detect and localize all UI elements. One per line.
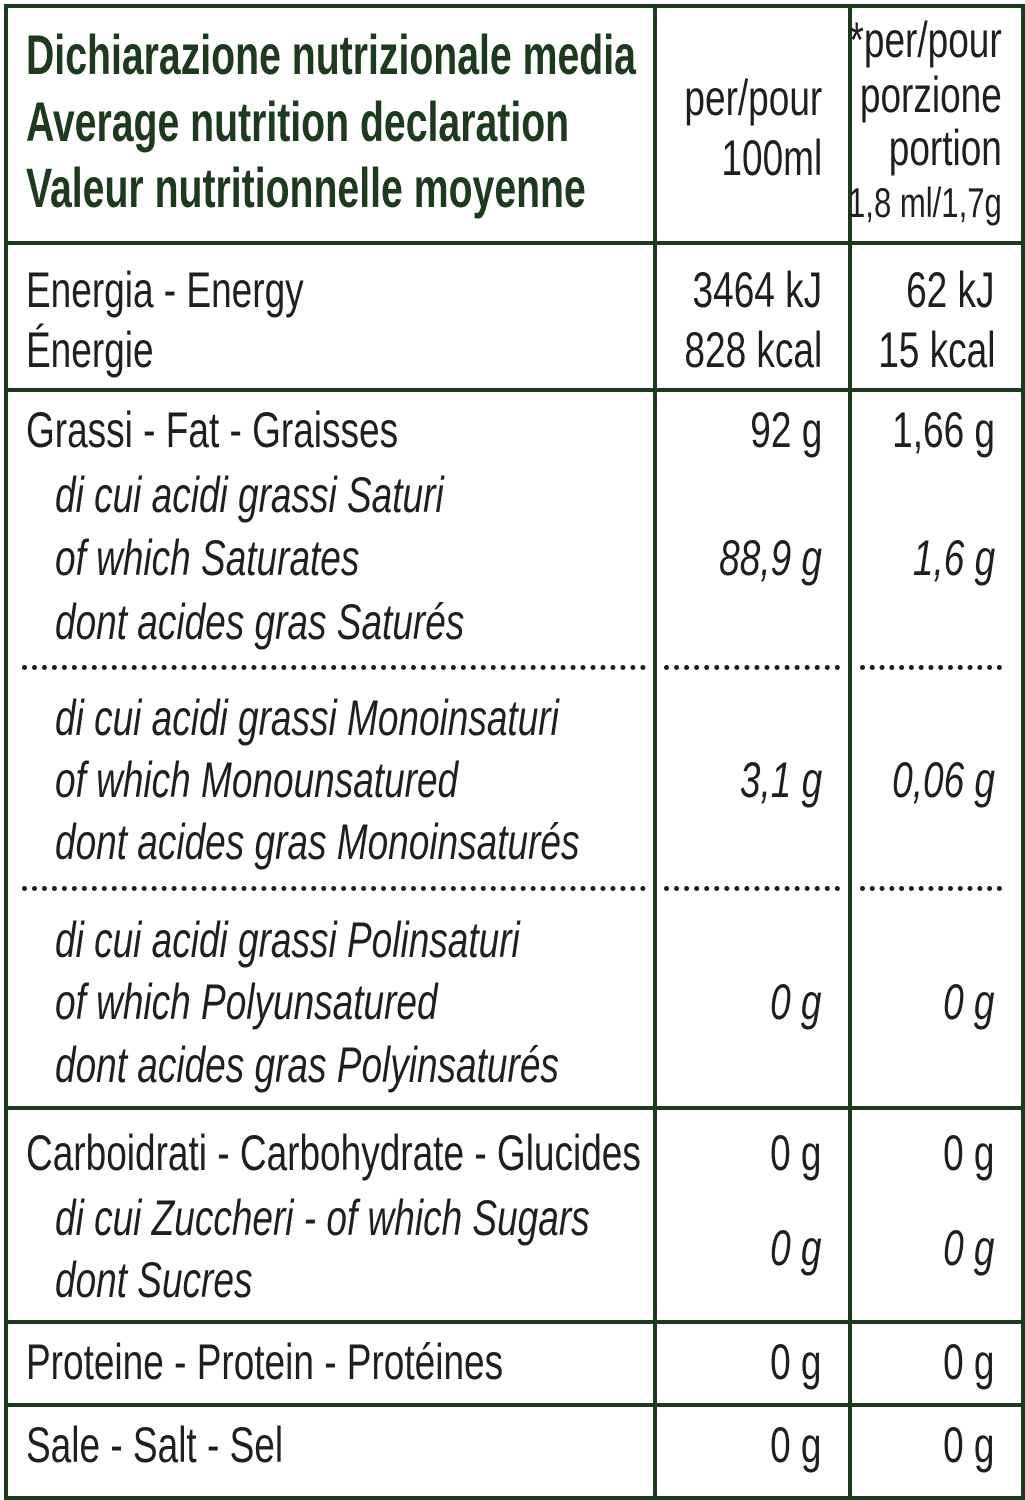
dotted-divider bbox=[860, 886, 1002, 891]
column-header: porzione bbox=[860, 67, 1002, 123]
nutrient-value: 3,1 g bbox=[739, 752, 822, 808]
nutrient-label: Carboidrati - Carbohydrate - Glucides bbox=[26, 1125, 641, 1181]
nutrient-value: 0 g bbox=[770, 1125, 822, 1181]
nutrient-label: of which Monounsatured bbox=[55, 752, 459, 808]
column-header: portion bbox=[888, 120, 1002, 176]
nutrient-value: 828 kcal bbox=[684, 322, 822, 378]
nutrient-value: 92 g bbox=[749, 402, 822, 458]
nutrient-value: 0 g bbox=[770, 974, 822, 1030]
nutrient-value: 62 kJ bbox=[906, 262, 995, 318]
nutrient-label: di cui acidi grassi Monoinsaturi bbox=[55, 690, 559, 746]
nutrient-value: 0 g bbox=[943, 1125, 995, 1181]
nutrient-value: 88,9 g bbox=[719, 530, 822, 586]
row-divider bbox=[4, 388, 1021, 392]
column-header: per/pour bbox=[684, 70, 822, 126]
nutrient-label: di cui acidi grassi Saturi bbox=[55, 467, 444, 523]
column-header: 1,8 ml/1,7g bbox=[848, 179, 1002, 226]
nutrient-value: 0,06 g bbox=[892, 752, 995, 808]
nutrient-value: 0 g bbox=[943, 1417, 995, 1473]
nutrient-label: Proteine - Protein - Protéines bbox=[26, 1334, 504, 1390]
nutrient-label: Sale - Salt - Sel bbox=[26, 1417, 284, 1473]
column-divider bbox=[848, 4, 852, 1496]
nutrient-value: 1,66 g bbox=[892, 402, 995, 458]
header-title: Valeur nutritionnelle moyenne bbox=[26, 156, 586, 219]
nutrient-value: 15 kcal bbox=[877, 322, 995, 378]
nutrient-value: 0 g bbox=[770, 1220, 822, 1276]
row-divider bbox=[4, 1320, 1021, 1324]
row-divider bbox=[4, 1403, 1021, 1407]
nutrient-label: of which Polyunsatured bbox=[55, 974, 438, 1030]
nutrient-label: Grassi - Fat - Graisses bbox=[26, 402, 399, 458]
row-divider bbox=[4, 1106, 1021, 1110]
nutrient-label: dont acides gras Saturés bbox=[55, 594, 465, 650]
header-title: Average nutrition declaration bbox=[26, 90, 570, 153]
nutrient-value: 0 g bbox=[943, 1334, 995, 1390]
nutrient-label: dont Sucres bbox=[55, 1252, 253, 1308]
dotted-divider bbox=[22, 886, 646, 891]
nutrient-value: 0 g bbox=[770, 1334, 822, 1390]
column-header: *per/pour bbox=[849, 12, 1002, 68]
table-border bbox=[4, 4, 1025, 1500]
nutrient-label: dont acides gras Monoinsaturés bbox=[55, 814, 580, 870]
nutrient-value: 3464 kJ bbox=[692, 262, 822, 318]
nutrient-label: di cui Zuccheri - of which Sugars bbox=[55, 1190, 590, 1246]
column-header: 100ml bbox=[721, 130, 822, 186]
header-title: Dichiarazione nutrizionale media bbox=[26, 23, 636, 86]
nutrient-label: di cui acidi grassi Polinsaturi bbox=[55, 912, 520, 968]
nutrient-label: dont acides gras Polyinsaturés bbox=[55, 1037, 559, 1093]
nutrient-value: 0 g bbox=[943, 974, 995, 1030]
dotted-divider bbox=[664, 886, 840, 891]
dotted-divider bbox=[22, 665, 646, 670]
nutrient-label: Energia - Energy bbox=[26, 262, 304, 318]
dotted-divider bbox=[860, 665, 1002, 670]
nutrient-value: 0 g bbox=[770, 1417, 822, 1473]
nutrient-value: 1,6 g bbox=[912, 530, 995, 586]
column-divider bbox=[653, 4, 657, 1496]
row-divider bbox=[4, 241, 1021, 245]
nutrient-label: of which Saturates bbox=[55, 530, 360, 586]
nutrient-label: Énergie bbox=[26, 322, 154, 378]
dotted-divider bbox=[664, 665, 840, 670]
nutrient-value: 0 g bbox=[943, 1220, 995, 1276]
